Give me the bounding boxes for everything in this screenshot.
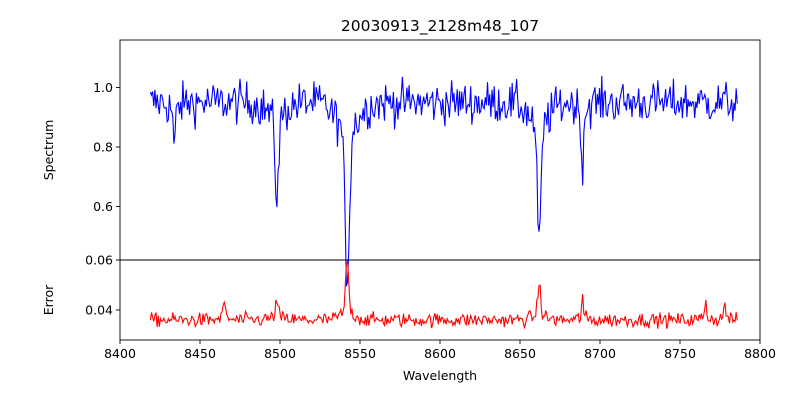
spectrum-y-tick-label: 1.0	[93, 80, 113, 95]
chart-title: 20030913_2128m48_107	[341, 17, 539, 36]
spectrum-plot-area	[149, 75, 738, 287]
error-plot-area	[149, 259, 738, 330]
error-y-ticks: 0.04 0.06	[85, 253, 120, 318]
error-y-tick-label: 0.04	[85, 303, 113, 318]
spectrum-y-tick-label: 0.6	[93, 199, 113, 214]
x-tick-label: 8600	[424, 346, 456, 361]
x-tick-label: 8450	[184, 346, 216, 361]
spectrum-axes-frame	[119, 39, 761, 261]
error-axes-frame	[119, 259, 761, 341]
x-tick-label: 8750	[664, 346, 696, 361]
spectrum-y-ticks: 0.6 0.8 1.0	[93, 80, 120, 214]
x-tick-label: 8550	[344, 346, 376, 361]
x-tick-label: 8800	[744, 346, 776, 361]
x-tick-label: 8650	[504, 346, 536, 361]
x-tick-label: 8700	[584, 346, 616, 361]
error-panel: 0.04 0.06 8400 8450 8500 8550 8600 8650 8700 875…	[41, 253, 776, 384]
x-axis-label: Wavelength	[403, 368, 477, 383]
spectrum-y-tick-label: 0.8	[93, 140, 113, 155]
error-y-tick-label: 0.06	[85, 253, 113, 268]
spectrum-panel: 0.6 0.8 1.0 Spectrum	[41, 39, 761, 287]
error-line	[149, 259, 738, 330]
error-y-axis-label: Error	[41, 284, 56, 315]
spectrum-line	[149, 75, 738, 287]
x-tick-label: 8400	[104, 346, 136, 361]
error-x-ticks: 8400 8450 8500 8550 8600 8650 8700 8750 8800	[104, 340, 776, 361]
x-tick-label: 8500	[264, 346, 296, 361]
spectrum-y-axis-label: Spectrum	[41, 120, 56, 181]
